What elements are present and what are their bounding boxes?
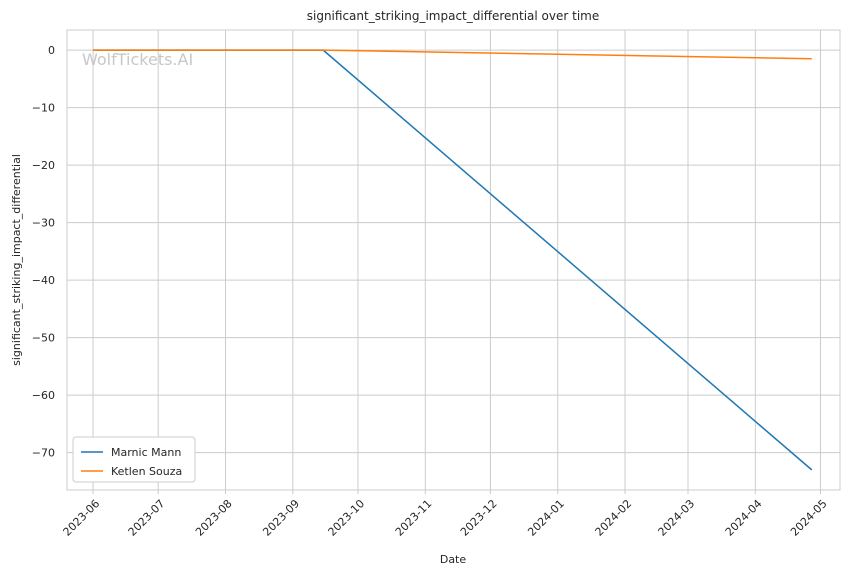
legend: Marnic Mann Ketlen Souza	[72, 436, 196, 483]
y-tick-labels: 0 −10 −20 −30 −40 −50 −60 −70	[32, 44, 55, 460]
series-layer	[93, 49, 813, 471]
x-axis-title: Date	[440, 553, 467, 566]
chart-title: significant_striking_impact_differential…	[307, 9, 599, 23]
legend-box	[72, 436, 196, 483]
y-tick-label: −10	[32, 102, 55, 115]
y-tick-label: −40	[32, 274, 55, 287]
legend-label-ketlen-souza: Ketlen Souza	[111, 465, 182, 478]
grid	[67, 30, 840, 494]
watermark: WolfTickets.AI	[82, 50, 193, 69]
legend-label-marnic-mann: Marnic Mann	[111, 446, 181, 459]
y-tick-label: −50	[32, 332, 55, 345]
y-tick-label: −70	[32, 447, 55, 460]
y-axis-title: significant_striking_impact_differential	[10, 154, 23, 366]
y-tick-label: 0	[48, 44, 55, 57]
plot-frame	[66, 29, 841, 491]
y-tick-label: −30	[32, 217, 55, 230]
y-tick-label: −60	[32, 389, 55, 402]
series-line-ketlen-souza	[93, 49, 812, 60]
y-tick-label: −20	[32, 159, 55, 172]
